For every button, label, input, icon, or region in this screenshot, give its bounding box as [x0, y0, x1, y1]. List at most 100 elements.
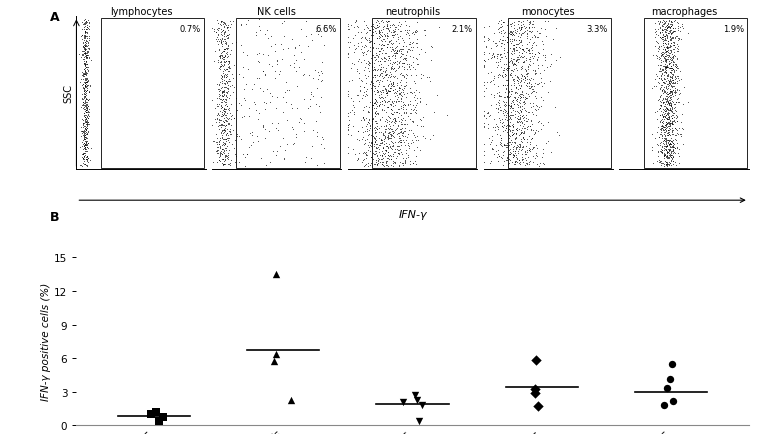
Point: [214, 66, 226, 73]
Point: [367, 141, 380, 148]
Point: [79, 30, 91, 36]
Point: [359, 137, 371, 144]
Point: [502, 102, 514, 109]
Point: [662, 139, 675, 146]
Point: [510, 111, 522, 118]
Point: [516, 47, 528, 54]
Point: [277, 155, 290, 162]
Point: [668, 119, 681, 126]
Point: [359, 163, 371, 170]
Point: [515, 130, 527, 137]
Point: [659, 108, 671, 115]
Point: [501, 34, 513, 41]
Point: [659, 20, 671, 26]
Point: [384, 23, 396, 30]
Point: [523, 109, 535, 116]
Point: [391, 22, 403, 29]
Point: [500, 112, 512, 119]
Point: [493, 30, 505, 36]
Point: [78, 55, 90, 62]
Point: [360, 30, 372, 37]
Point: [79, 99, 91, 106]
Point: [215, 39, 227, 46]
Point: [661, 81, 673, 88]
Point: [378, 58, 390, 65]
Point: [666, 67, 678, 74]
Point: [402, 31, 414, 38]
Point: [381, 45, 393, 52]
Point: [82, 113, 94, 120]
Point: [523, 148, 535, 155]
Point: [667, 143, 679, 150]
Point: [212, 126, 225, 133]
Point: [513, 126, 525, 133]
Point: [659, 147, 671, 154]
Point: [364, 44, 377, 51]
Point: [427, 132, 439, 139]
Point: [360, 22, 372, 29]
Point: [662, 93, 675, 100]
Point: [409, 391, 421, 398]
Point: [80, 116, 92, 123]
Point: [390, 24, 402, 31]
Point: [298, 128, 310, 135]
Point: [350, 46, 362, 53]
Point: [373, 35, 385, 42]
Point: [305, 89, 317, 96]
Point: [369, 127, 381, 134]
Point: [487, 50, 500, 57]
Point: [389, 53, 401, 60]
Point: [655, 126, 667, 133]
Point: [342, 131, 354, 138]
Point: [414, 148, 426, 155]
Point: [293, 64, 305, 71]
Point: [510, 59, 522, 66]
Point: [77, 132, 89, 138]
Point: [668, 81, 681, 88]
Point: [368, 26, 380, 33]
Point: [665, 102, 677, 109]
Point: [663, 81, 675, 88]
Point: [660, 37, 672, 44]
Point: [653, 66, 665, 72]
Point: [80, 118, 92, 125]
Point: [78, 24, 90, 31]
Point: [216, 90, 228, 97]
Point: [222, 65, 235, 72]
Point: [76, 91, 88, 98]
Point: [255, 155, 267, 162]
Point: [397, 44, 410, 51]
Point: [512, 114, 524, 121]
Point: [222, 130, 234, 137]
Point: [380, 155, 393, 161]
Point: [363, 109, 375, 116]
Point: [656, 35, 668, 42]
Point: [397, 151, 409, 158]
Point: [391, 48, 403, 55]
Point: [520, 34, 533, 41]
Point: [480, 43, 492, 50]
Point: [662, 43, 674, 50]
Point: [503, 112, 515, 119]
Point: [514, 35, 526, 42]
Point: [79, 61, 91, 68]
Point: [81, 76, 93, 83]
Point: [520, 25, 532, 32]
Point: [504, 105, 516, 112]
Point: [208, 138, 220, 145]
Point: [213, 117, 225, 124]
Point: [497, 158, 510, 165]
Point: [244, 142, 257, 149]
Point: [220, 132, 232, 138]
Point: [478, 160, 490, 167]
Point: [403, 101, 416, 108]
Point: [661, 56, 673, 63]
Point: [383, 131, 395, 138]
Point: [500, 56, 512, 62]
Point: [387, 115, 400, 122]
Point: [660, 138, 672, 145]
Point: [367, 88, 380, 95]
Point: [516, 99, 529, 106]
Point: [225, 65, 237, 72]
Point: [225, 40, 238, 47]
